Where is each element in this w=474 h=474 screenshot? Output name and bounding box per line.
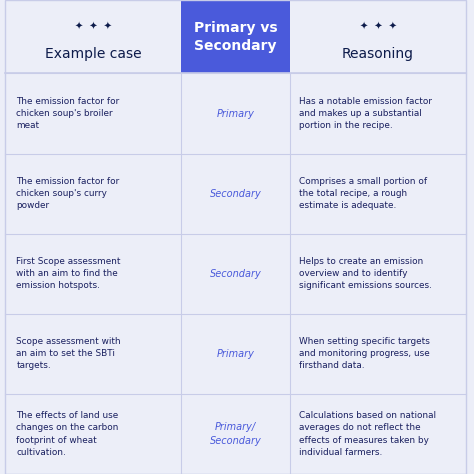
Text: Primary: Primary [217, 349, 255, 359]
Text: Reasoning: Reasoning [342, 46, 414, 61]
Text: ✦  ✦  ✦: ✦ ✦ ✦ [360, 21, 396, 31]
FancyBboxPatch shape [182, 0, 290, 73]
Text: Has a notable emission factor
and makes up a substantial
portion in the recipe.: Has a notable emission factor and makes … [299, 97, 432, 130]
Text: Calculations based on national
averages do not reflect the
effects of measures t: Calculations based on national averages … [299, 411, 436, 456]
Text: Example case: Example case [45, 46, 141, 61]
Text: ✦  ✦  ✦: ✦ ✦ ✦ [74, 21, 111, 31]
Text: Primary/
Secondary: Primary/ Secondary [210, 422, 262, 446]
Text: Secondary: Secondary [210, 269, 262, 279]
Text: First Scope assessment
with an aim to find the
emission hotspots.: First Scope assessment with an aim to fi… [17, 257, 121, 291]
FancyBboxPatch shape [290, 0, 466, 73]
Text: Helps to create an emission
overview and to identify
significant emissions sourc: Helps to create an emission overview and… [299, 257, 432, 291]
Text: The emission factor for
chicken soup's broiler
meat: The emission factor for chicken soup's b… [17, 97, 120, 130]
FancyBboxPatch shape [5, 0, 182, 73]
Text: The emission factor for
chicken soup's curry
powder: The emission factor for chicken soup's c… [17, 177, 120, 210]
Text: When setting specific targets
and monitoring progress, use
firsthand data.: When setting specific targets and monito… [299, 337, 430, 371]
Text: Primary vs
Secondary: Primary vs Secondary [194, 21, 277, 53]
Text: Primary: Primary [217, 109, 255, 118]
Text: The effects of land use
changes on the carbon
footprint of wheat
cultivation.: The effects of land use changes on the c… [17, 411, 119, 456]
Text: Comprises a small portion of
the total recipe, a rough
estimate is adequate.: Comprises a small portion of the total r… [299, 177, 427, 210]
Text: Secondary: Secondary [210, 189, 262, 199]
Text: Scope assessment with
an aim to set the SBTi
targets.: Scope assessment with an aim to set the … [17, 337, 121, 371]
